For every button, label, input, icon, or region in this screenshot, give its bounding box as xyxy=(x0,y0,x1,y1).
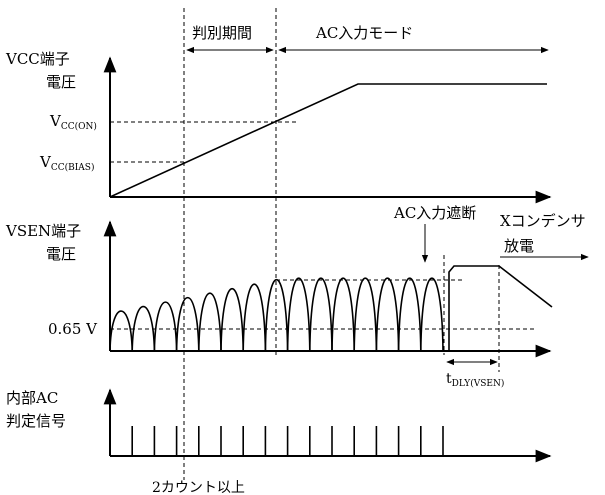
vsen-half-wave xyxy=(397,277,422,352)
acdet-pulse-train xyxy=(131,426,444,456)
vcc-waveform xyxy=(109,83,547,198)
vsen-half-wave xyxy=(353,277,378,352)
acdet-axis-label-line2: 判定信号 xyxy=(6,412,66,430)
delay-label: tDLY(VSEN) xyxy=(446,371,504,389)
judgement-period-label: 判別期間 xyxy=(192,24,252,42)
vsen-half-wave xyxy=(331,277,355,352)
vsen-half-wave xyxy=(242,283,267,352)
vsen-rectified-waveform xyxy=(109,277,444,352)
ac-cutoff-label: AC入力遮断 xyxy=(393,204,476,222)
vsen-half-wave xyxy=(420,277,444,352)
vsen-half-wave xyxy=(286,277,311,352)
vcc-bias-label: VCC(BIAS) xyxy=(39,153,94,173)
vsen-half-wave xyxy=(109,310,133,352)
x-capacitor-label-line1: Xコンデンサ xyxy=(500,212,586,230)
vsen-half-wave xyxy=(309,277,333,352)
vsen-half-wave xyxy=(264,279,289,352)
vsen-axis-label-line1: VSEN端子 xyxy=(5,222,81,240)
ac-mode-label: AC入力モード xyxy=(315,24,413,42)
vsen-axis-label-line2: 電圧 xyxy=(46,245,76,263)
vsen-half-wave xyxy=(198,292,222,352)
vsen-half-wave xyxy=(375,277,400,352)
vcc-axis-label-line2: 電圧 xyxy=(46,73,76,91)
vsen-half-wave xyxy=(175,297,200,352)
count-note-label: 2カウント以上 xyxy=(152,480,245,495)
vsen-065-label: 0.65 V xyxy=(48,320,98,338)
vcc-axis-label-line1: VCC端子 xyxy=(5,50,70,68)
vsen-half-wave xyxy=(131,305,156,352)
vsen-hold-and-discharge xyxy=(448,265,553,351)
vsen-half-wave xyxy=(153,301,178,352)
vsen-half-wave xyxy=(220,287,244,352)
vcc-on-label: VCC(ON) xyxy=(49,112,97,132)
x-capacitor-label-line2: 放電 xyxy=(504,237,534,255)
acdet-axis-label-line1: 内部AC xyxy=(6,389,58,407)
